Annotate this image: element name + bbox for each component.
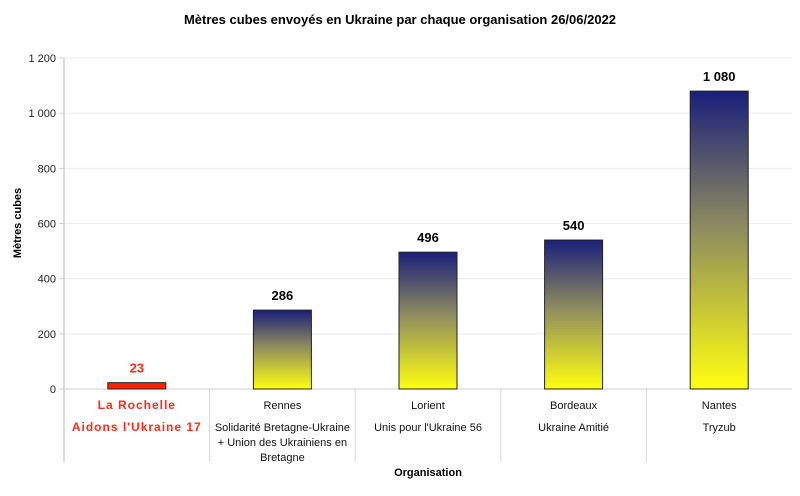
category-org-label: Unis pour l'Ukraine 56 <box>374 422 482 434</box>
category-org-label: Aidons l'Ukraine 17 <box>72 420 202 434</box>
bar <box>398 251 458 390</box>
y-tick-label: 1 200 <box>28 53 56 65</box>
category-city-label: Lorient <box>411 400 445 412</box>
y-tick-label: 0 <box>50 384 56 396</box>
y-tick-label: 1 000 <box>28 108 56 120</box>
category-org-label: Solidarité Bretagne-Ukraine <box>215 422 350 434</box>
category-org-label: Ukraine Amitié <box>538 422 609 434</box>
y-tick-label: 400 <box>38 274 56 286</box>
chart-title: Mètres cubes envoyés en Ukraine par chaq… <box>184 12 616 27</box>
y-tick-label: 800 <box>38 163 56 175</box>
bar <box>252 309 312 390</box>
y-axis-label: Mètres cubes <box>12 188 24 258</box>
category-org-label: + Union des Ukrainiens en <box>218 437 347 449</box>
category-city-label: La Rochelle <box>98 398 176 412</box>
y-tick-label: 200 <box>38 329 56 341</box>
category-city-label: Nantes <box>702 400 737 412</box>
category-org-label: Tryzub <box>703 422 736 434</box>
data-label: 496 <box>417 230 439 245</box>
bar <box>689 90 749 390</box>
bar <box>107 382 167 390</box>
data-label: 23 <box>130 361 144 376</box>
category-city-label: Rennes <box>263 400 301 412</box>
data-label: 1 080 <box>703 69 736 84</box>
y-tick-label: 600 <box>38 219 56 231</box>
category-city-label: Bordeaux <box>550 400 598 412</box>
category-org-label: Bretagne <box>260 452 305 464</box>
x-axis-label: Organisation <box>394 467 462 479</box>
bar <box>544 239 604 390</box>
data-label: 286 <box>272 288 294 303</box>
data-label: 540 <box>563 218 585 233</box>
